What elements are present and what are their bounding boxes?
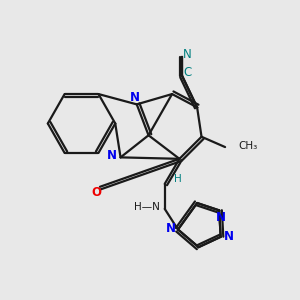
Text: CH₃: CH₃ [238,141,258,151]
Text: N: N [224,230,234,243]
Text: N: N [216,211,226,224]
Text: N: N [130,92,140,104]
Text: N: N [166,221,176,235]
Text: O: O [92,186,101,199]
Text: N: N [183,48,192,61]
Text: N: N [107,149,117,162]
Text: H—N: H—N [134,202,160,212]
Text: C: C [184,66,192,80]
Text: H: H [174,174,181,184]
